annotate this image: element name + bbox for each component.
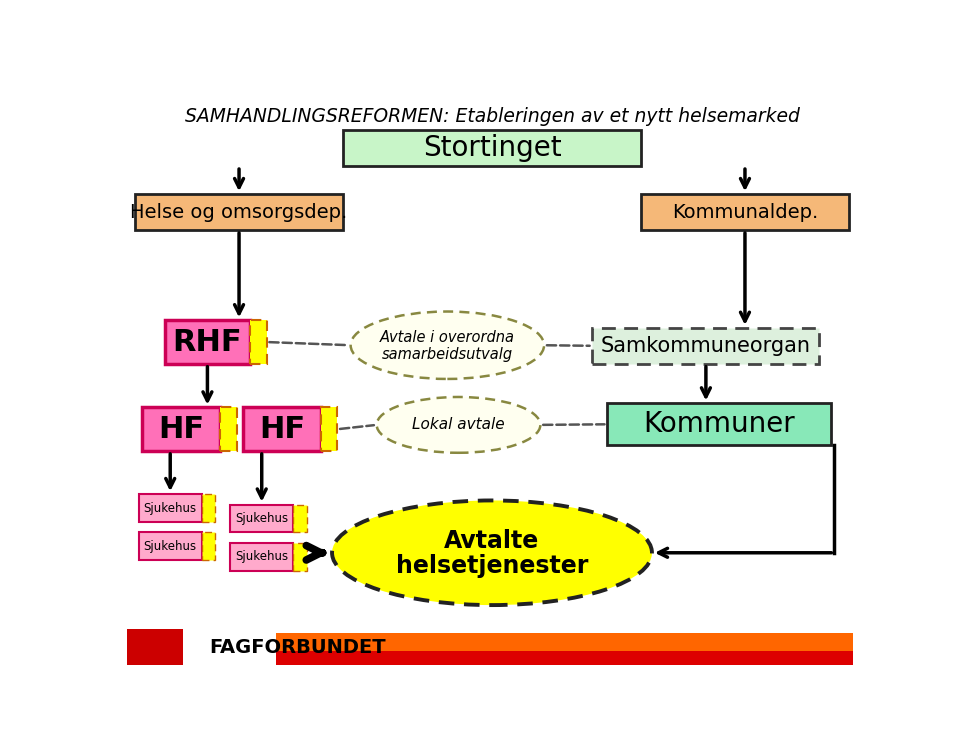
FancyBboxPatch shape <box>128 629 183 665</box>
FancyBboxPatch shape <box>202 494 215 522</box>
Text: Avtalte: Avtalte <box>444 529 540 553</box>
FancyBboxPatch shape <box>276 651 852 665</box>
Text: Helse og omsorgsdep.: Helse og omsorgsdep. <box>131 202 348 222</box>
FancyBboxPatch shape <box>294 543 307 571</box>
FancyBboxPatch shape <box>641 194 849 230</box>
Ellipse shape <box>332 501 652 605</box>
FancyBboxPatch shape <box>251 320 267 364</box>
Text: Sjukehus: Sjukehus <box>235 512 288 525</box>
Ellipse shape <box>376 397 540 453</box>
Text: FAGFORBUNDET: FAGFORBUNDET <box>209 638 386 657</box>
Text: Sjukehus: Sjukehus <box>235 550 288 563</box>
Text: samarbeidsutvalg: samarbeidsutvalg <box>382 347 513 362</box>
FancyBboxPatch shape <box>221 408 237 451</box>
FancyBboxPatch shape <box>138 494 202 522</box>
FancyBboxPatch shape <box>344 130 641 166</box>
Text: HF: HF <box>259 414 305 444</box>
Text: helsetjenester: helsetjenester <box>396 553 588 578</box>
Text: 16: 16 <box>819 652 838 667</box>
FancyBboxPatch shape <box>134 194 344 230</box>
Text: Sjukehus: Sjukehus <box>144 540 197 553</box>
Text: Kommunaldep.: Kommunaldep. <box>672 202 818 222</box>
Ellipse shape <box>350 312 544 379</box>
FancyBboxPatch shape <box>230 543 294 571</box>
FancyBboxPatch shape <box>321 408 337 451</box>
Text: Stortinget: Stortinget <box>422 134 562 162</box>
FancyBboxPatch shape <box>276 633 852 651</box>
FancyBboxPatch shape <box>138 532 202 560</box>
FancyBboxPatch shape <box>202 532 215 560</box>
FancyBboxPatch shape <box>294 504 307 532</box>
Text: Lokal avtale: Lokal avtale <box>412 418 505 433</box>
Text: RHF: RHF <box>173 328 242 356</box>
Text: Samkommuneorgan: Samkommuneorgan <box>601 336 811 356</box>
Text: Kommuner: Kommuner <box>643 410 795 439</box>
Text: Avtale i overordna: Avtale i overordna <box>380 330 515 344</box>
FancyBboxPatch shape <box>608 403 830 445</box>
FancyBboxPatch shape <box>592 328 820 364</box>
FancyBboxPatch shape <box>230 504 294 532</box>
Text: Sjukehus: Sjukehus <box>144 501 197 514</box>
Text: SAMHANDLINGSREFORMEN: Etableringen av et nytt helsemarked: SAMHANDLINGSREFORMEN: Etableringen av et… <box>184 107 800 126</box>
FancyBboxPatch shape <box>142 408 221 451</box>
FancyBboxPatch shape <box>243 408 321 451</box>
Text: HF: HF <box>158 414 204 444</box>
FancyBboxPatch shape <box>165 320 251 364</box>
